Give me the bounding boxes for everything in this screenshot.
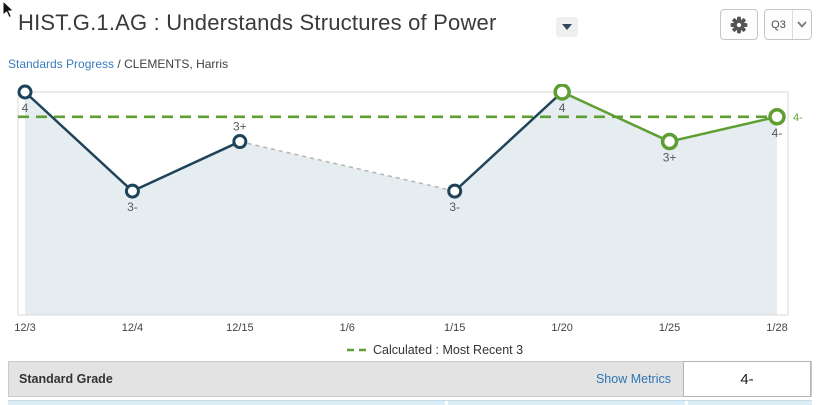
button-divider xyxy=(792,10,793,39)
breadcrumb: Standards Progress / CLEMENTS, Harris xyxy=(8,57,228,71)
chart-point-12-4[interactable] xyxy=(124,183,140,199)
x-axis-tick-label: 1/28 xyxy=(766,322,787,334)
x-axis-tick-label: 1/6 xyxy=(340,322,355,334)
chart-point-label: 3- xyxy=(127,200,138,214)
chart-point-label: 4 xyxy=(22,101,29,115)
x-axis-tick-label: 12/4 xyxy=(122,322,143,334)
next-table-row-sliver xyxy=(8,400,812,405)
show-metrics-link[interactable]: Show Metrics xyxy=(595,372,671,386)
standard-grade-bar: Standard Grade Show Metrics 4- xyxy=(8,361,812,397)
mouse-cursor xyxy=(2,0,15,19)
chart-point-1-28[interactable] xyxy=(768,108,786,126)
breadcrumb-current-student: CLEMENTS, Harris xyxy=(124,57,229,71)
chart-point-1-15[interactable] xyxy=(447,183,463,199)
chart-legend: Calculated : Most Recent 3 xyxy=(347,343,523,357)
chart-point-12-3[interactable] xyxy=(17,84,33,100)
cell-divider xyxy=(685,401,688,405)
chart-point-label: 4- xyxy=(772,126,783,140)
chart-area-fill xyxy=(25,92,777,315)
gear-icon xyxy=(730,16,748,33)
chart-segment xyxy=(453,91,563,193)
caret-down-icon xyxy=(562,24,572,30)
x-axis-tick-label: 1/25 xyxy=(659,322,680,334)
chart-point-label: 3+ xyxy=(663,151,677,165)
cell-divider xyxy=(445,401,448,405)
legend-label: Calculated : Most Recent 3 xyxy=(373,343,524,357)
chart-point-12-15[interactable] xyxy=(232,134,248,150)
standard-grade-value: 4- xyxy=(683,361,811,397)
quarter-selector[interactable]: Q3 xyxy=(764,9,812,40)
x-axis-tick-label: 12/15 xyxy=(226,322,254,334)
page-title: HIST.G.1.AG : Understands Structures of … xyxy=(18,10,497,35)
settings-button[interactable] xyxy=(720,9,758,40)
calculated-grade-line-label: 4- xyxy=(793,112,803,124)
plot-border xyxy=(17,91,789,316)
chart-segment-recent xyxy=(561,90,671,143)
chevron-down-icon xyxy=(797,21,807,28)
chart-point-label: 4 xyxy=(559,101,566,115)
standard-dropdown-button[interactable] xyxy=(556,17,578,37)
x-axis-tick-label: 1/15 xyxy=(444,322,465,334)
breadcrumb-link-standards-progress[interactable]: Standards Progress xyxy=(8,57,115,71)
chart-point-label: 3+ xyxy=(233,120,247,134)
chart-point-label: 3- xyxy=(449,200,460,214)
progress-chart: 4- 4 3- 3+ 3- 4 3+ 4- 12/3 12/4 12/15 1/6 1/15 1/20 1/… xyxy=(14,84,803,334)
x-axis-tick-label: 1/20 xyxy=(551,322,572,334)
calculated-line-legend-marker xyxy=(347,348,367,352)
quarter-selector-value: Q3 xyxy=(771,18,786,31)
chart-point-1-20[interactable] xyxy=(553,84,571,101)
chart-point-1-25[interactable] xyxy=(660,132,679,151)
chart-segment-recent xyxy=(669,115,778,143)
breadcrumb-separator: / xyxy=(114,57,125,71)
standard-grade-label: Standard Grade xyxy=(19,372,113,386)
chart-segment xyxy=(131,140,241,193)
chart-segment xyxy=(24,91,134,193)
x-axis-tick-label: 12/3 xyxy=(14,322,35,334)
quarter-selector-toggle[interactable] xyxy=(793,21,811,28)
